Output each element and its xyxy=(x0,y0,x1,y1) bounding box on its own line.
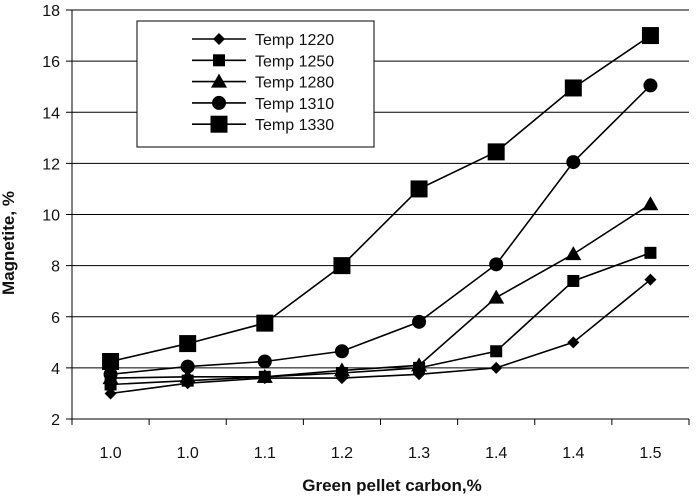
data-point xyxy=(566,155,581,170)
x-tick-label: 1.4 xyxy=(562,445,584,462)
data-point xyxy=(644,246,657,259)
legend-item: Temp 1330 xyxy=(192,115,334,134)
legend-marker xyxy=(213,33,225,45)
data-point xyxy=(334,344,349,359)
data-point xyxy=(333,257,351,275)
x-tick-label: 1.0 xyxy=(177,445,199,462)
data-point xyxy=(567,274,580,287)
series-line xyxy=(110,279,651,395)
data-point xyxy=(412,314,427,329)
legend-label: Temp 1280 xyxy=(255,75,334,92)
plot-series xyxy=(102,27,659,400)
data-point xyxy=(333,362,350,377)
x-tick-label: 1.0 xyxy=(99,445,121,462)
x-tick-label: 1.3 xyxy=(408,445,430,462)
legend-item: Temp 1280 xyxy=(192,73,334,92)
y-tick-label: 14 xyxy=(42,105,60,122)
y-axis-title: Magnetite, % xyxy=(0,191,18,295)
data-point xyxy=(256,314,274,332)
y-tick-label: 18 xyxy=(42,3,60,20)
data-point xyxy=(179,335,197,353)
legend-item: Temp 1250 xyxy=(192,53,334,70)
data-point xyxy=(642,196,659,211)
x-tick-label: 1.1 xyxy=(254,445,276,462)
y-tick-label: 6 xyxy=(51,310,60,327)
y-tick-label: 8 xyxy=(51,259,60,276)
data-point xyxy=(567,336,580,349)
y-tick-label: 12 xyxy=(42,156,60,173)
y-tick-label: 2 xyxy=(51,412,60,429)
legend-item: Temp 1220 xyxy=(192,32,334,49)
data-point xyxy=(179,368,196,383)
y-tick-label: 4 xyxy=(51,361,60,378)
series-square-large xyxy=(102,27,659,370)
legend-label: Temp 1330 xyxy=(255,117,334,134)
data-point xyxy=(102,352,120,370)
series-circle xyxy=(103,78,658,382)
x-axis-title: Green pellet carbon,% xyxy=(302,476,482,495)
data-point xyxy=(488,289,505,304)
series-line xyxy=(110,84,652,376)
data-point xyxy=(490,345,503,358)
data-point xyxy=(565,246,582,261)
data-point xyxy=(490,361,503,374)
x-tick-label: 1.4 xyxy=(485,445,507,462)
series-line xyxy=(110,203,651,379)
data-point xyxy=(411,357,428,372)
legend-label: Temp 1250 xyxy=(255,53,334,70)
data-point xyxy=(489,257,504,272)
legend-item: Temp 1310 xyxy=(192,95,334,113)
x-tick-label: 1.2 xyxy=(331,445,353,462)
series-line xyxy=(110,34,651,363)
legend-marker xyxy=(212,95,226,110)
y-tick-label: 16 xyxy=(42,54,60,71)
data-point xyxy=(257,354,272,369)
data-point xyxy=(564,79,582,97)
data-point xyxy=(256,368,273,383)
data-point xyxy=(180,359,195,374)
legend-label: Temp 1310 xyxy=(255,96,334,113)
data-point xyxy=(644,273,657,286)
data-point xyxy=(487,143,505,161)
series-line xyxy=(110,252,651,386)
legend-label: Temp 1220 xyxy=(255,32,334,49)
x-tick-label: 1.5 xyxy=(639,445,661,462)
data-point xyxy=(641,27,659,45)
legend-marker xyxy=(210,115,228,133)
series-triangle xyxy=(102,196,659,385)
data-point xyxy=(103,367,118,382)
legend-box xyxy=(136,20,375,148)
y-tick-label: 10 xyxy=(42,208,60,225)
data-point xyxy=(410,180,428,198)
legend-marker xyxy=(211,73,227,88)
legend-marker xyxy=(213,54,225,67)
legend: Temp 1220 Temp 1250 Temp 1280 Temp 1310 Temp… xyxy=(136,20,375,148)
axes: 2 4 6 8 10 12 14 16 18 1.0 1.0 1.1 1.2 1.3 1.4 1.4 1.5 xyxy=(42,3,690,462)
data-point xyxy=(643,78,658,93)
